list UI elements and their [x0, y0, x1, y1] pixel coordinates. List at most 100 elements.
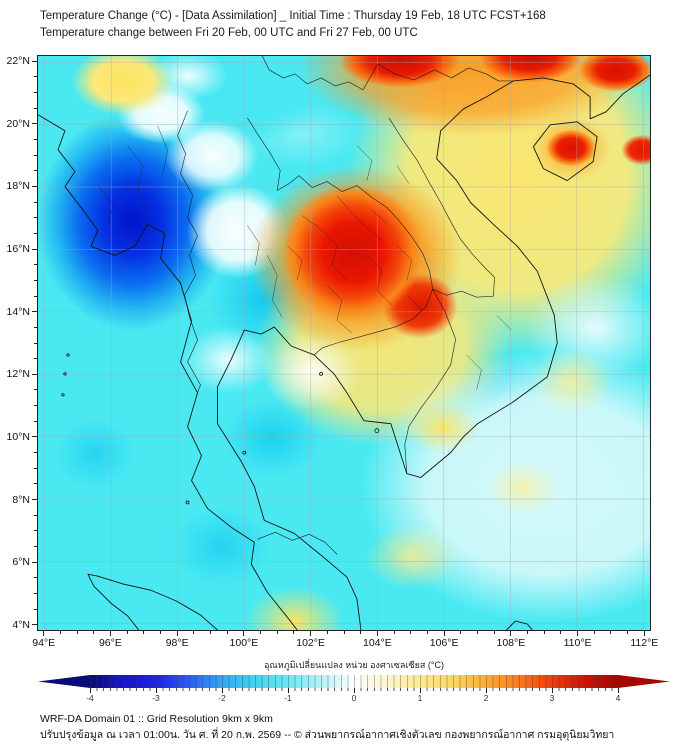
colorbar-tick-label: 3: [549, 693, 555, 703]
figure-titles: Temperature Change (°C) - [Data Assimila…: [40, 8, 546, 42]
lat-minor-tick: [34, 608, 37, 610]
lat-major-tick: [32, 248, 37, 250]
lat-minor-tick: [34, 232, 37, 234]
lon-tick-label: 104°E: [362, 637, 392, 649]
lon-minor-tick: [543, 631, 545, 634]
lon-major-tick: [43, 631, 45, 636]
lat-minor-tick: [34, 342, 37, 344]
lat-major-tick: [32, 123, 37, 125]
lon-tick-label: 98°E: [165, 637, 189, 649]
colorbar-major-tick: [353, 688, 355, 693]
lat-minor-tick: [34, 514, 37, 516]
lon-tick-label: 96°E: [98, 637, 122, 649]
lon-minor-tick: [460, 631, 462, 634]
lat-minor-tick: [34, 201, 37, 203]
lat-minor-tick: [34, 217, 37, 219]
lon-major-tick: [443, 631, 445, 636]
lon-minor-tick: [593, 631, 595, 634]
colorbar-gradient: [90, 675, 618, 688]
lon-minor-tick: [210, 631, 212, 634]
lon-major-tick: [577, 631, 579, 636]
lat-minor-tick: [34, 154, 37, 156]
lat-major-tick: [32, 436, 37, 438]
lat-tick-label: 14°N: [6, 305, 30, 318]
lon-minor-tick: [493, 631, 495, 634]
colorbar-major-tick: [617, 688, 619, 693]
lat-major-tick: [32, 499, 37, 501]
lon-minor-tick: [293, 631, 295, 634]
lat-minor-tick: [34, 295, 37, 297]
country-borders-layer: [177, 56, 514, 555]
lat-minor-tick: [34, 452, 37, 454]
lat-tick-label: 18°N: [6, 180, 30, 193]
lon-minor-tick: [276, 631, 278, 634]
colorbar-major-tick: [155, 688, 157, 693]
lat-tick-label: 20°N: [6, 117, 30, 130]
lat-minor-tick: [34, 170, 37, 172]
lon-minor-tick: [560, 631, 562, 634]
lat-tick-label: 12°N: [6, 368, 30, 381]
lon-tick-label: 102°E: [296, 637, 325, 649]
lon-minor-tick: [59, 631, 61, 634]
colorbar-major-tick: [89, 688, 91, 693]
lon-minor-tick: [126, 631, 128, 634]
lon-minor-tick: [76, 631, 78, 634]
lat-major-tick: [32, 185, 37, 187]
lon-tick-label: 112°E: [630, 637, 659, 649]
footer-line-1: WRF-DA Domain 01 :: Grid Resolution 9km …: [40, 713, 273, 725]
lon-major-tick: [176, 631, 178, 636]
lon-minor-tick: [343, 631, 345, 634]
lon-tick-label: 100°E: [229, 637, 259, 649]
lat-tick-label: 6°N: [12, 556, 30, 569]
lat-major-tick: [32, 624, 37, 626]
lon-minor-tick: [93, 631, 95, 634]
islands-layer: [61, 353, 380, 505]
lon-major-tick: [310, 631, 312, 636]
lon-tick-label: 108°E: [496, 637, 526, 649]
lat-major-tick: [32, 311, 37, 313]
lon-major-tick: [510, 631, 512, 636]
lon-minor-tick: [410, 631, 412, 634]
colorbar-major-tick: [419, 688, 421, 693]
lat-tick-label: 8°N: [12, 493, 30, 506]
map-overlay-svg: [38, 56, 650, 630]
lat-minor-tick: [34, 279, 37, 281]
lat-minor-tick: [34, 420, 37, 422]
lat-minor-tick: [34, 92, 37, 94]
province-borders-layer: [97, 125, 512, 390]
colorbar-major-tick: [485, 688, 487, 693]
figure-footer: WRF-DA Domain 01 :: Grid Resolution 9km …: [40, 712, 614, 743]
lat-minor-tick: [34, 326, 37, 328]
lat-major-tick: [32, 561, 37, 563]
coastlines-layer: [38, 74, 650, 630]
lat-minor-tick: [34, 107, 37, 109]
colorbar-left-arrow: [38, 675, 90, 688]
lat-minor-tick: [34, 389, 37, 391]
lat-minor-tick: [34, 577, 37, 579]
colorbar-tick-label: 2: [483, 693, 489, 703]
title-line-1: Temperature Change (°C) - [Data Assimila…: [40, 10, 546, 22]
lon-minor-tick: [426, 631, 428, 634]
colorbar-tick-label: 1: [417, 693, 423, 703]
colorbar-label: อุณหภูมิเปลี่ยนแปลง หน่วย องศาเซลเซียส (…: [264, 660, 444, 670]
lon-minor-tick: [527, 631, 529, 634]
lon-tick-label: 110°E: [563, 637, 592, 649]
colorbar-major-tick: [221, 688, 223, 693]
lat-minor-tick: [34, 76, 37, 78]
lon-minor-tick: [627, 631, 629, 634]
lat-major-tick: [32, 373, 37, 375]
lon-major-tick: [376, 631, 378, 636]
lon-minor-tick: [393, 631, 395, 634]
lon-major-tick: [243, 631, 245, 636]
colorbar-right-arrow: [618, 675, 670, 688]
temperature-field: [38, 56, 650, 630]
lon-minor-tick: [476, 631, 478, 634]
colorbar-tick-label: -4: [86, 693, 94, 703]
lat-tick-label: 10°N: [6, 430, 30, 443]
lon-major-tick: [643, 631, 645, 636]
lat-minor-tick: [34, 405, 37, 407]
lat-minor-tick: [34, 358, 37, 360]
colorbar-tick-label: -2: [218, 693, 226, 703]
gridlines-layer: [38, 56, 650, 630]
